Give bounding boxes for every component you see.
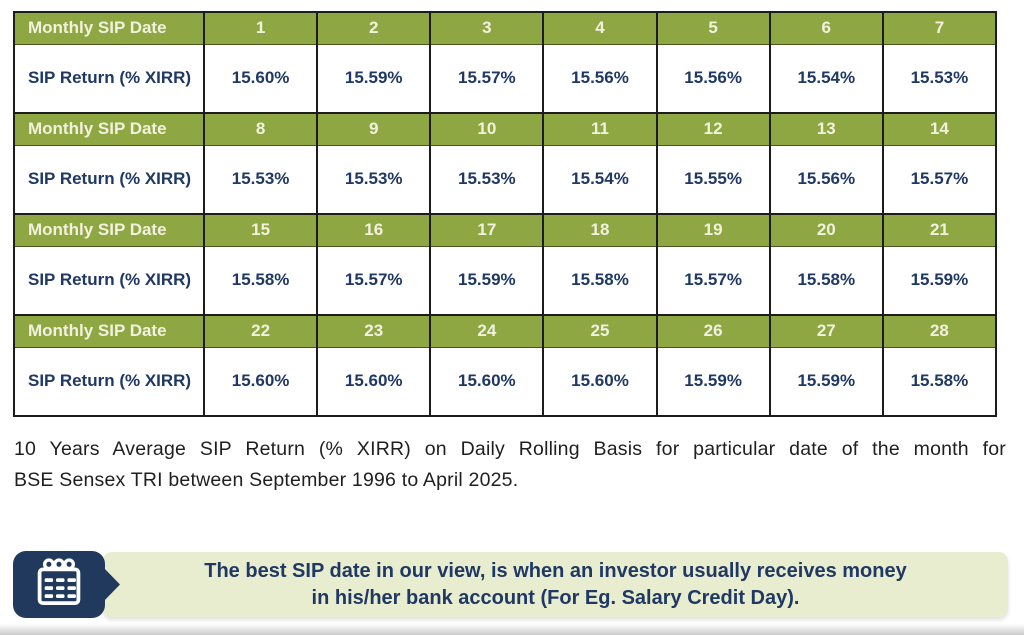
date-cell: 14 [881, 112, 998, 146]
return-cell: 15.57% [655, 246, 771, 316]
date-cell: 18 [542, 213, 658, 247]
date-cell: 25 [542, 314, 658, 348]
return-cell: 15.59% [316, 44, 432, 114]
return-cell: 15.56% [655, 44, 771, 114]
return-cell: 15.59% [768, 347, 884, 417]
date-cell: 21 [881, 213, 998, 247]
return-cell: 15.55% [655, 145, 771, 215]
return-cell: 15.59% [655, 347, 771, 417]
date-cell: 28 [881, 314, 998, 348]
date-cell: 3 [429, 11, 545, 45]
return-cell: 15.53% [202, 145, 319, 215]
date-cell: 26 [655, 314, 771, 348]
return-value-row: SIP Return (% XIRR) 15.53% 15.53% 15.53%… [13, 145, 998, 215]
return-cell: 15.59% [429, 246, 545, 316]
date-cell: 23 [316, 314, 432, 348]
date-cell: 4 [542, 11, 658, 45]
return-cell: 15.59% [881, 246, 998, 316]
return-cell: 15.60% [202, 44, 319, 114]
bottom-edge-shadow [0, 624, 1024, 635]
return-cell: 15.58% [542, 246, 658, 316]
return-cell: 15.53% [429, 145, 545, 215]
calendar-badge [13, 551, 105, 618]
return-row-label: SIP Return (% XIRR) [13, 44, 205, 114]
date-header-row: Monthly SIP Date 1 2 3 4 5 6 7 [13, 11, 998, 45]
calendar-icon [32, 555, 86, 614]
date-cell: 20 [768, 213, 884, 247]
date-header-row: Monthly SIP Date 8 9 10 11 12 13 14 [13, 112, 998, 146]
return-cell: 15.56% [542, 44, 658, 114]
date-header-label: Monthly SIP Date [13, 314, 205, 348]
caption-line-1: 10 Years Average SIP Return (% XIRR) on … [14, 438, 1006, 460]
date-cell: 17 [429, 213, 545, 247]
return-row-label: SIP Return (% XIRR) [13, 145, 205, 215]
best-sip-date-callout: The best SIP date in our view, is when a… [13, 551, 1008, 618]
date-cell: 19 [655, 213, 771, 247]
caption-line-2: BSE Sensex TRI between September 1996 to… [14, 469, 519, 491]
sip-returns-table: Monthly SIP Date 1 2 3 4 5 6 7 SIP Retur… [13, 11, 998, 417]
date-header-row: Monthly SIP Date 15 16 17 18 19 20 21 [13, 213, 998, 247]
date-cell: 15 [202, 213, 319, 247]
return-cell: 15.53% [881, 44, 998, 114]
date-cell: 22 [202, 314, 319, 348]
date-cell: 5 [655, 11, 771, 45]
date-cell: 7 [881, 11, 998, 45]
date-cell: 1 [202, 11, 319, 45]
date-cell: 24 [429, 314, 545, 348]
date-cell: 13 [768, 112, 884, 146]
return-cell: 15.54% [542, 145, 658, 215]
date-cell: 8 [202, 112, 319, 146]
return-cell: 15.60% [429, 347, 545, 417]
date-cell: 12 [655, 112, 771, 146]
callout-text-bar: The best SIP date in our view, is when a… [103, 552, 1008, 617]
return-cell: 15.57% [316, 246, 432, 316]
callout-text-line-1: The best SIP date in our view, is when a… [204, 559, 907, 582]
return-row-label: SIP Return (% XIRR) [13, 246, 205, 316]
date-header-label: Monthly SIP Date [13, 112, 205, 146]
return-cell: 15.58% [881, 347, 998, 417]
date-cell: 11 [542, 112, 658, 146]
date-cell: 16 [316, 213, 432, 247]
date-cell: 10 [429, 112, 545, 146]
table-caption: 10 Years Average SIP Return (% XIRR) on … [14, 434, 1006, 496]
return-cell: 15.53% [316, 145, 432, 215]
return-cell: 15.60% [316, 347, 432, 417]
return-cell: 15.58% [202, 246, 319, 316]
date-header-row: Monthly SIP Date 22 23 24 25 26 27 28 [13, 314, 998, 348]
return-cell: 15.58% [768, 246, 884, 316]
return-value-row: SIP Return (% XIRR) 15.58% 15.57% 15.59%… [13, 246, 998, 316]
return-value-row: SIP Return (% XIRR) 15.60% 15.59% 15.57%… [13, 44, 998, 114]
date-header-label: Monthly SIP Date [13, 213, 205, 247]
return-cell: 15.60% [202, 347, 319, 417]
return-value-row: SIP Return (% XIRR) 15.60% 15.60% 15.60%… [13, 347, 998, 417]
callout-text-line-2: in his/her bank account (For Eg. Salary … [311, 586, 800, 609]
date-header-label: Monthly SIP Date [13, 11, 205, 45]
return-cell: 15.57% [429, 44, 545, 114]
return-cell: 15.57% [881, 145, 998, 215]
return-row-label: SIP Return (% XIRR) [13, 347, 205, 417]
date-cell: 6 [768, 11, 884, 45]
return-cell: 15.60% [542, 347, 658, 417]
date-cell: 27 [768, 314, 884, 348]
date-cell: 2 [316, 11, 432, 45]
return-cell: 15.54% [768, 44, 884, 114]
date-cell: 9 [316, 112, 432, 146]
return-cell: 15.56% [768, 145, 884, 215]
